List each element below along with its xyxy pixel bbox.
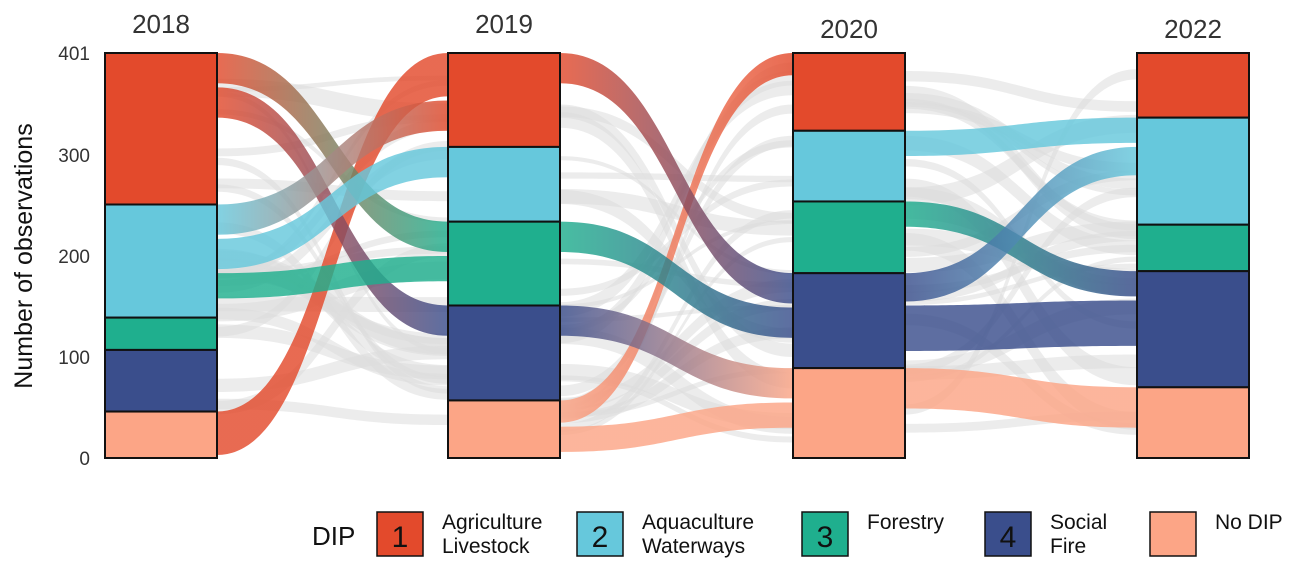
segment-2022-forest <box>1136 223 1250 273</box>
segment-2018-nodip <box>104 410 218 459</box>
segment-2020-social <box>792 272 906 370</box>
legend-swatch-social <box>984 511 1032 557</box>
segment-2019-aqua <box>447 145 561 223</box>
segment-2018-forest <box>104 316 218 351</box>
legend-label-social: Social <box>1050 511 1107 534</box>
flow-social-to-nodip <box>560 305 793 399</box>
flow-aqua-to-forest <box>217 256 448 299</box>
legend-number-social: 4 <box>1000 521 1017 554</box>
stacked-columns <box>104 52 1250 460</box>
segment-2018-aqua <box>104 203 218 319</box>
y-tick-label: 100 <box>58 348 90 369</box>
other-flow <box>560 156 793 275</box>
flow-aqua-to-agri <box>217 100 448 235</box>
legend-label-forest: Forestry <box>867 511 945 534</box>
other-flow <box>905 244 1137 293</box>
other-flow <box>905 135 1137 256</box>
year-label-2018: 2018 <box>132 9 190 39</box>
legend-label-aqua: Aquaculture <box>642 511 754 534</box>
flow-aqua-to-aqua <box>217 146 448 270</box>
other-flow <box>905 187 1137 375</box>
legend-number-forest: 3 <box>817 521 834 554</box>
other-flow <box>560 70 793 344</box>
y-tick-label: 401 <box>58 44 90 65</box>
year-label-2022: 2022 <box>1164 14 1222 44</box>
other-flow <box>217 307 448 386</box>
legend-title: DIP <box>312 521 355 551</box>
legend-swatch-forest <box>801 511 849 557</box>
other-flow <box>560 368 793 418</box>
y-tick-label: 0 <box>79 449 90 470</box>
year-label-2019: 2019 <box>475 9 533 39</box>
segment-2019-nodip <box>447 399 561 460</box>
other-flow <box>560 104 793 415</box>
flow-agri-to-social <box>560 53 793 304</box>
y-tick-label: 200 <box>58 247 90 268</box>
flow-forest-to-social <box>905 201 1137 297</box>
legend-label-aqua-line2: Waterways <box>642 535 745 558</box>
segment-2020-nodip <box>792 367 906 459</box>
other-flow <box>560 80 793 317</box>
legend-number-agri: 1 <box>392 521 409 554</box>
flow-social-to-social <box>905 300 1137 351</box>
segment-2022-aqua <box>1136 116 1250 226</box>
segment-2018-social <box>104 348 218 413</box>
segment-2022-social <box>1136 270 1250 389</box>
segment-2019-social <box>447 304 561 402</box>
y-tick-label: 300 <box>58 146 90 167</box>
y-axis: 0 100 200 300 401 Number of observations 2018 2… <box>10 9 1222 470</box>
flow-nodip-to-agri <box>560 53 793 423</box>
year-label-2020: 2020 <box>820 14 878 44</box>
other-flow <box>905 313 1137 435</box>
other-flow <box>217 268 448 345</box>
other-flow <box>560 236 793 436</box>
other-flow <box>560 375 793 443</box>
other-flow <box>905 70 1137 112</box>
other-flow <box>217 243 448 415</box>
legend-label-nodip: No DIP <box>1215 511 1283 534</box>
legend-number-aqua: 2 <box>592 521 609 554</box>
highlighted-flows <box>217 53 1137 455</box>
segment-2020-aqua <box>792 129 906 203</box>
other-flow <box>905 98 1137 231</box>
segment-2022-nodip <box>1136 386 1250 460</box>
segment-2018-agri <box>104 52 218 206</box>
flow-social-to-aqua <box>905 146 1137 302</box>
flow-nodip-to-agri <box>217 53 448 455</box>
segment-2019-agri <box>447 52 561 148</box>
flow-forest-to-social <box>560 221 793 338</box>
other-flow <box>560 111 793 389</box>
flow-nodip-to-nodip <box>905 368 1137 428</box>
other-flow <box>560 327 793 424</box>
legend-swatch-nodip <box>1149 511 1197 557</box>
flow-nodip-to-nodip <box>560 402 793 452</box>
segment-2019-forest <box>447 220 561 307</box>
other-flow <box>560 210 793 432</box>
segment-2020-agri <box>792 52 906 132</box>
legend-swatch-aqua <box>576 511 624 557</box>
legend-label-social-line2: Fire <box>1050 535 1086 558</box>
legend-label-agri: Agriculture <box>442 511 542 534</box>
flow-aqua-to-aqua <box>905 117 1137 157</box>
segment-2020-forest <box>792 200 906 275</box>
segment-2022-agri <box>1136 52 1250 119</box>
legend-label-agri-line2: Livestock <box>442 535 530 558</box>
legend-swatch-agri <box>376 511 424 557</box>
y-axis-title: Number of observations <box>10 123 38 388</box>
